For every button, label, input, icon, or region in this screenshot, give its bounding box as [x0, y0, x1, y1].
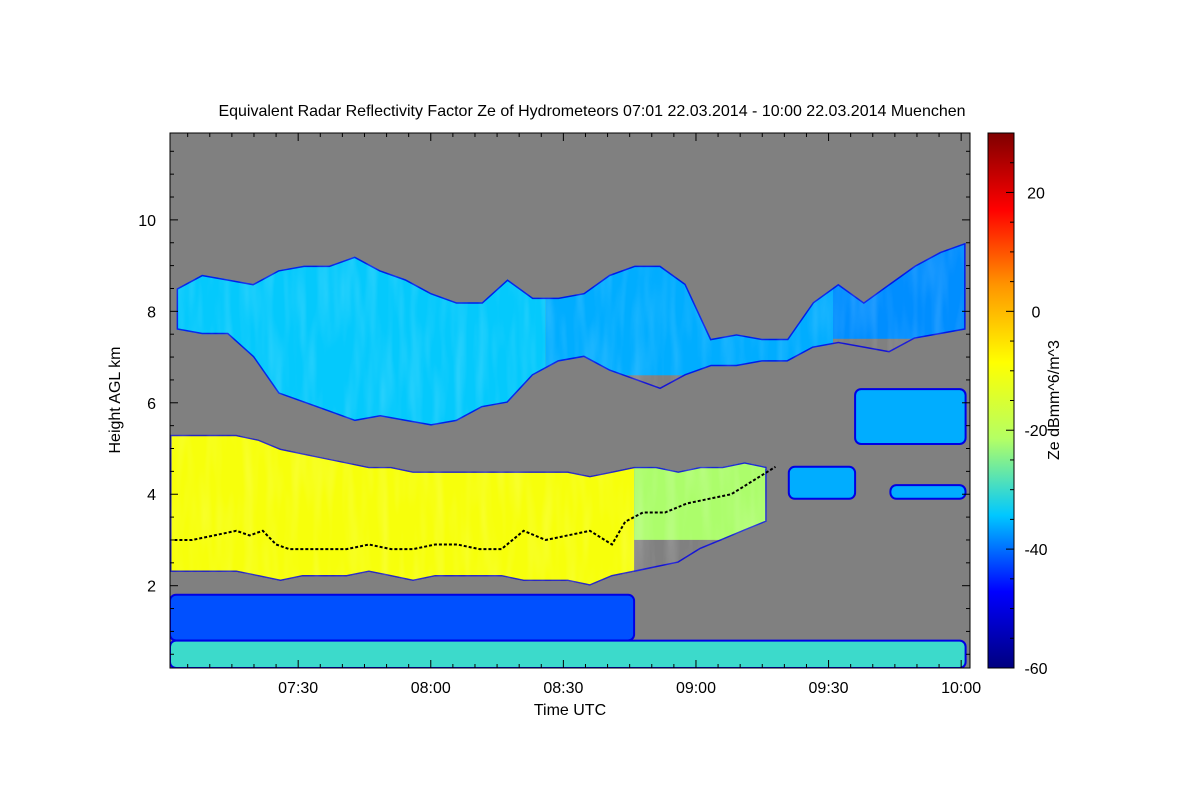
plot-frame [169, 132, 971, 669]
x-tick-label: 08:00 [411, 680, 451, 697]
x-tick-label: 10:00 [941, 680, 981, 697]
chart-title: Equivalent Radar Reflectivity Factor Ze … [218, 103, 965, 120]
plot-area [170, 133, 970, 668]
echo-segment [889, 484, 967, 500]
y-tick-label: 4 [147, 487, 156, 504]
echo-segment [170, 639, 967, 668]
colorbar-gradient [987, 132, 1015, 669]
colorbar-tick-label: 0 [1032, 304, 1041, 321]
echo-segment [170, 593, 636, 642]
melting-layer-trace [174, 465, 777, 551]
x-tick-label: 09:30 [809, 680, 849, 697]
melting-layer-line [174, 465, 777, 551]
y-axis: 2 4 6 8 10 [138, 150, 970, 655]
colorbar-label: Ze dBmm^6/m^3 [1046, 340, 1063, 460]
echo-segment [854, 388, 967, 446]
y-tick-label: 8 [147, 304, 156, 321]
echo-segment [787, 465, 857, 500]
colorbar-tick-label: 20 [1027, 185, 1045, 202]
echo-layer [787, 388, 967, 500]
x-axis: 07:30 08:00 08:30 09:00 09:30 10:00 [187, 133, 981, 697]
plot-background [170, 133, 970, 668]
colorbar-ticks: -60 -40 -20 0 20 [1006, 132, 1048, 678]
colorbar-tick-label: -40 [1024, 542, 1047, 559]
echo-layer [170, 593, 967, 668]
colorbar-tick-label: -20 [1024, 423, 1047, 440]
x-axis-label: Time UTC [534, 702, 606, 719]
y-tick-label: 6 [147, 396, 156, 413]
x-tick-label: 08:30 [543, 680, 583, 697]
x-tick-label: 07:30 [278, 680, 318, 697]
y-tick-label: 2 [147, 579, 156, 596]
colorbar-tick-label: -60 [1024, 661, 1047, 678]
x-tick-label: 09:00 [676, 680, 716, 697]
y-tick-label: 10 [138, 213, 156, 230]
colorbar: -60 -40 -20 0 20 Ze dBmm^6/m^3 [987, 132, 1063, 678]
y-axis-label: Height AGL km [107, 346, 124, 453]
